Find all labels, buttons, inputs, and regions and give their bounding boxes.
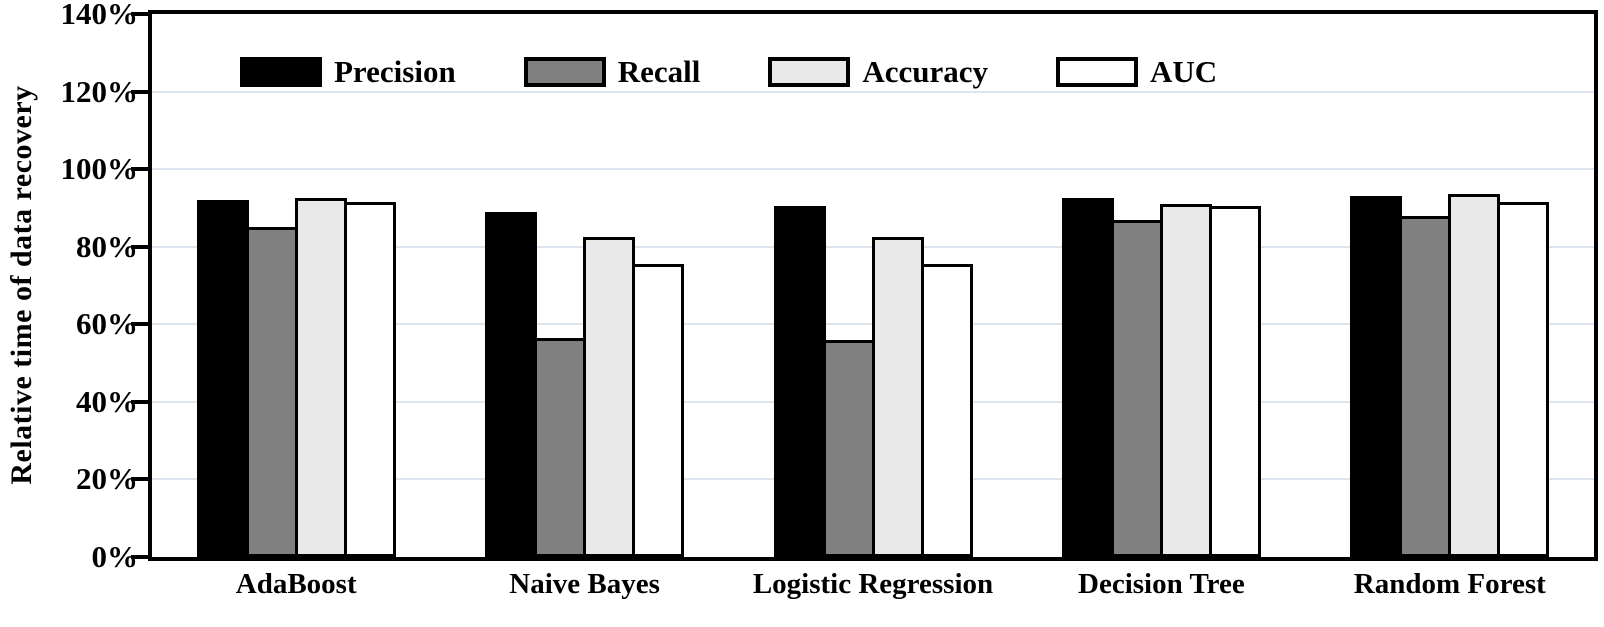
legend-item-auc: AUC (1056, 54, 1217, 90)
legend-item-recall: Recall (523, 54, 701, 90)
bar-logistic-regression-precision (773, 206, 826, 557)
bar-adaboost-accuracy (294, 198, 347, 557)
bar-random-forest-precision (1350, 196, 1403, 557)
y-tick-label-40: 40% (76, 383, 138, 419)
bar-naive-bayes-auc (632, 264, 685, 557)
y-tick-mark-140 (131, 12, 148, 16)
legend-label-auc: AUC (1150, 54, 1218, 89)
x-category-label-random-forest: Random Forest (1353, 568, 1546, 600)
legend: Precision Recall Accuracy AUC (240, 54, 1217, 90)
y-tick-label-0: 0% (91, 539, 139, 574)
y-tick-label-80: 80% (76, 228, 138, 264)
bar-adaboost-recall (245, 227, 298, 557)
legend-item-accuracy: Accuracy (768, 54, 988, 90)
y-tick-label-100: 100% (60, 151, 139, 187)
plot-area: Precision Recall Accuracy AUC (148, 10, 1598, 561)
bar-decision-tree-accuracy (1159, 204, 1212, 557)
y-tick-mark-20 (131, 477, 148, 482)
legend-swatch-accuracy (768, 57, 851, 87)
y-axis-title: Relative time of data recovery (5, 85, 38, 485)
y-tick-mark-40 (131, 399, 148, 404)
bar-logistic-regression-recall (822, 340, 875, 557)
legend-item-precision: Precision (240, 54, 456, 90)
x-category-label-naive-bayes: Naive Bayes (509, 568, 660, 600)
bar-logistic-regression-auc (920, 264, 973, 557)
bar-random-forest-auc (1497, 202, 1550, 557)
gridline-100 (152, 168, 1594, 171)
gridline-120 (152, 90, 1594, 93)
x-category-label-logistic-regression: Logistic Regression (752, 568, 994, 600)
bar-naive-bayes-accuracy (583, 237, 636, 557)
bar-naive-bayes-precision (485, 212, 538, 557)
y-tick-mark-120 (131, 89, 148, 94)
bar-decision-tree-recall (1110, 220, 1163, 557)
bar-decision-tree-auc (1208, 206, 1261, 557)
y-tick-label-140: 140% (60, 0, 139, 31)
x-category-label-adaboost: AdaBoost (235, 568, 357, 600)
y-tick-mark-60 (131, 322, 148, 327)
bar-logistic-regression-accuracy (871, 237, 924, 557)
y-tick-mark-0 (131, 555, 148, 559)
legend-label-recall: Recall (617, 54, 701, 89)
legend-label-accuracy: Accuracy (862, 54, 988, 89)
x-category-label-decision-tree: Decision Tree (1078, 568, 1245, 600)
legend-swatch-precision (240, 57, 322, 87)
legend-label-precision: Precision (334, 54, 456, 89)
legend-swatch-auc (1056, 57, 1138, 87)
bar-decision-tree-precision (1061, 198, 1114, 557)
bar-adaboost-precision (196, 200, 249, 557)
bar-adaboost-auc (343, 202, 396, 557)
y-tick-mark-80 (131, 244, 148, 249)
y-tick-label-60: 60% (76, 306, 138, 342)
y-tick-label-120: 120% (60, 73, 139, 109)
bar-random-forest-recall (1399, 216, 1452, 557)
y-tick-label-20: 20% (76, 461, 138, 497)
bar-random-forest-accuracy (1448, 194, 1501, 557)
y-tick-mark-100 (131, 167, 148, 172)
bar-naive-bayes-recall (534, 338, 587, 557)
legend-swatch-recall (523, 57, 606, 87)
